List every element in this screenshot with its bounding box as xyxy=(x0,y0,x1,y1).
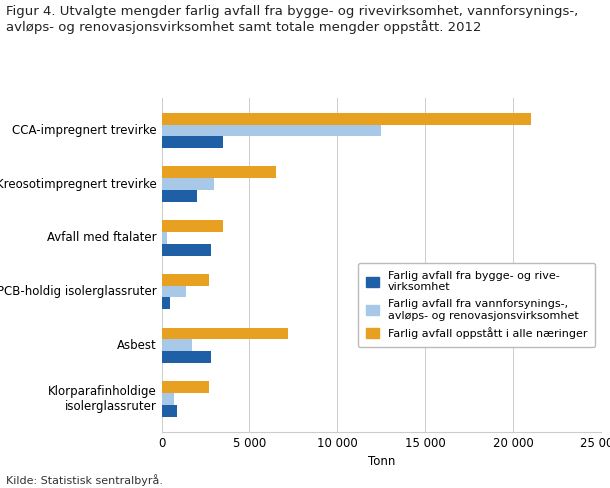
Legend: Farlig avfall fra bygge- og rive-
virksomhet, Farlig avfall fra vannforsynings-,: Farlig avfall fra bygge- og rive- virkso… xyxy=(358,263,595,347)
Bar xyxy=(162,124,381,137)
Bar xyxy=(162,393,174,405)
Bar xyxy=(162,232,167,244)
X-axis label: Tonn: Tonn xyxy=(368,455,395,468)
Bar xyxy=(162,166,276,178)
Bar xyxy=(162,285,186,298)
Bar xyxy=(162,274,209,285)
Bar xyxy=(162,351,211,363)
Text: Figur 4. Utvalgte mengder farlig avfall fra bygge- og rivevirksomhet, vannforsyn: Figur 4. Utvalgte mengder farlig avfall … xyxy=(6,5,578,34)
Bar xyxy=(162,298,170,309)
Bar xyxy=(162,339,192,351)
Bar xyxy=(162,178,214,190)
Text: Kilde: Statistisk sentralbyrå.: Kilde: Statistisk sentralbyrå. xyxy=(6,474,163,486)
Bar xyxy=(162,405,178,417)
Bar xyxy=(162,244,211,256)
Bar xyxy=(162,220,223,232)
Bar xyxy=(162,190,197,202)
Bar xyxy=(162,113,531,124)
Bar xyxy=(162,137,223,148)
Bar xyxy=(162,327,288,339)
Bar xyxy=(162,381,209,393)
